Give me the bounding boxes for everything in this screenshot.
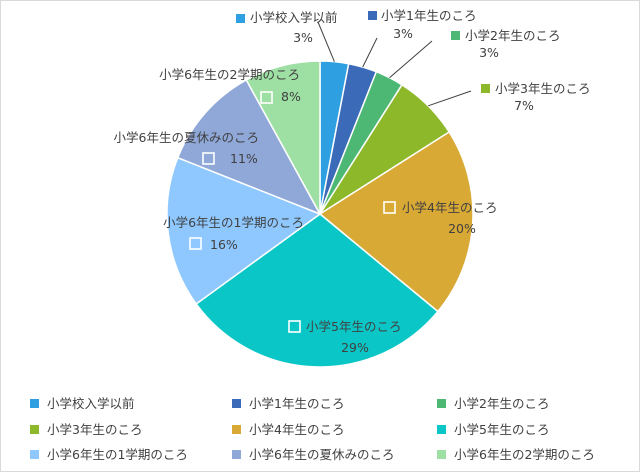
legend-label: 小学4年生のころ bbox=[249, 422, 344, 437]
legend: 小学校入学以前 小学1年生のころ 小学2年生のころ小学3年生のころ 小学4年生のころ小… bbox=[30, 396, 595, 462]
pie-slice bbox=[195, 213, 439, 368]
label-key-box bbox=[202, 152, 215, 165]
label-key-swatch bbox=[481, 84, 490, 93]
data-label-category: 小学6年生の夏休みのころ bbox=[114, 130, 259, 145]
data-label-value: 3% bbox=[479, 45, 499, 60]
data-label-value: 11% bbox=[230, 151, 258, 166]
data-label-value: 7% bbox=[514, 98, 534, 113]
legend-label: 小学6年生の夏休みのころ bbox=[249, 447, 394, 462]
data-labels: 小学校入学以前 3% 小学1年生のころ 3% 小学2年生のころ 3% 小学3年生のころ 7% 小… bbox=[114, 8, 591, 355]
data-label-category: 小学6年生の1学期のころ bbox=[163, 215, 304, 230]
legend-swatch bbox=[437, 399, 446, 408]
data-label-category: 小学2年生のころ bbox=[465, 28, 560, 43]
data-label-value: 3% bbox=[293, 30, 313, 45]
legend-swatch bbox=[30, 425, 39, 434]
legend-swatch bbox=[232, 399, 241, 408]
label-key-swatch bbox=[236, 14, 245, 23]
data-label-value: 29% bbox=[341, 340, 369, 355]
legend-label: 小学校入学以前 bbox=[47, 396, 135, 411]
label-key-box bbox=[383, 201, 396, 214]
label-key-box bbox=[189, 237, 202, 250]
pie-slice bbox=[166, 156, 322, 305]
leader-line bbox=[389, 40, 433, 79]
data-label-category: 小学6年生の2学期のころ bbox=[159, 67, 300, 82]
leader-line bbox=[362, 37, 378, 68]
legend-label: 小学2年生のころ bbox=[454, 396, 549, 411]
pie-slices bbox=[166, 60, 474, 368]
label-key-swatch bbox=[451, 31, 460, 40]
data-label-category: 小学校入学以前 bbox=[250, 10, 338, 25]
legend-label: 小学3年生のころ bbox=[47, 422, 142, 437]
legend-label: 小学1年生のころ bbox=[249, 396, 344, 411]
legend-swatch bbox=[232, 450, 241, 459]
data-label-value: 8% bbox=[281, 89, 301, 104]
legend-label: 小学6年生の2学期のころ bbox=[454, 447, 595, 462]
legend-swatch bbox=[232, 425, 241, 434]
data-label-category: 小学1年生のころ bbox=[381, 8, 476, 23]
data-label-category: 小学4年生のころ bbox=[402, 200, 497, 215]
data-label-value: 20% bbox=[448, 221, 476, 236]
data-label-value: 3% bbox=[393, 26, 413, 41]
legend-swatch bbox=[437, 450, 446, 459]
legend-swatch bbox=[437, 425, 446, 434]
leader-lines bbox=[317, 21, 472, 107]
legend-label: 小学5年生のころ bbox=[454, 422, 549, 437]
legend-swatch bbox=[30, 399, 39, 408]
label-key-swatch bbox=[368, 11, 377, 20]
pie-slice bbox=[245, 60, 321, 215]
label-key-box bbox=[260, 91, 273, 104]
label-key-box bbox=[288, 320, 301, 333]
pie-slice bbox=[318, 130, 474, 313]
leader-line bbox=[428, 90, 472, 107]
leader-line bbox=[317, 21, 335, 62]
pie-slice bbox=[176, 78, 322, 216]
data-label-category: 小学5年生のころ bbox=[306, 319, 401, 334]
data-label-category: 小学3年生のころ bbox=[495, 81, 590, 96]
data-label-value: 16% bbox=[210, 237, 238, 252]
legend-swatch bbox=[30, 450, 39, 459]
legend-label: 小学6年生の1学期のころ bbox=[47, 447, 188, 462]
